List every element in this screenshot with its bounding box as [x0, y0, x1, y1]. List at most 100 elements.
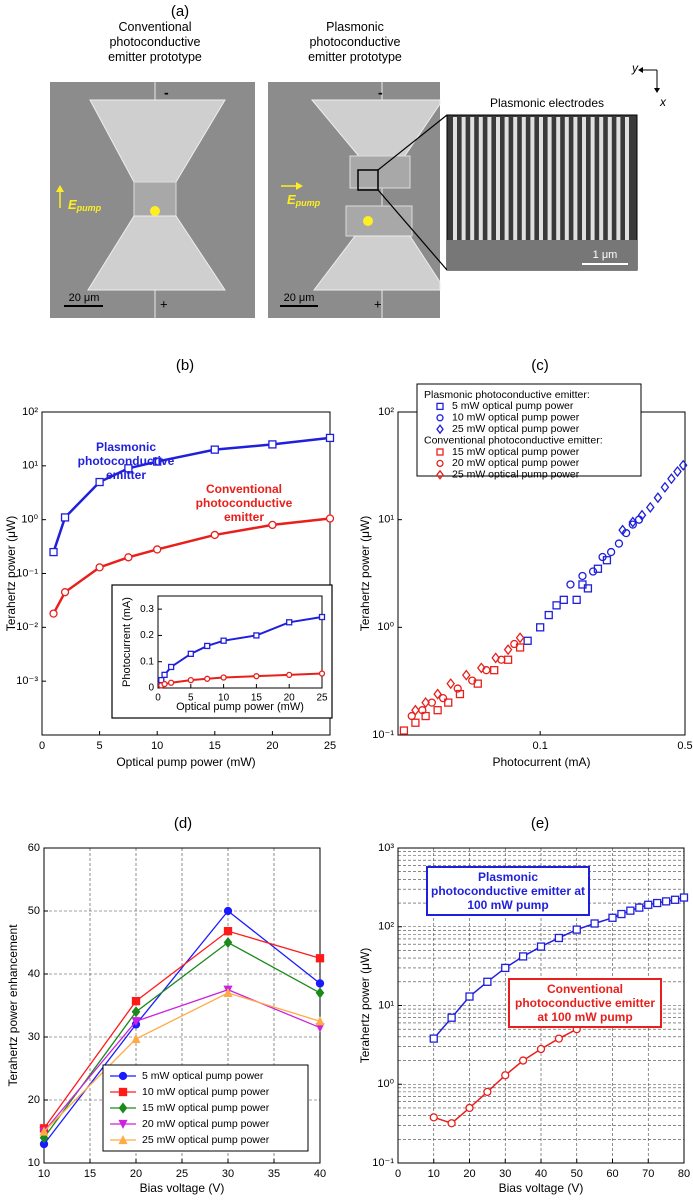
marker [653, 898, 662, 908]
marker [644, 900, 653, 909]
marker [268, 440, 277, 449]
panel-label: (b) [176, 357, 194, 374]
series-line [52, 436, 331, 553]
marker [421, 697, 430, 709]
marker [455, 689, 465, 699]
marker [515, 643, 525, 652]
marker [444, 698, 453, 707]
marker [429, 1034, 438, 1043]
y-tick-label: 10⁰ [377, 621, 394, 633]
marker [447, 1013, 456, 1022]
marker [220, 637, 227, 644]
marker [536, 1044, 546, 1054]
y-tick-label: 10¹ [22, 460, 38, 472]
y-axis-label: Terahertz power (μW) [358, 948, 372, 1064]
marker [60, 588, 70, 597]
marker [118, 1087, 128, 1097]
marker [510, 639, 519, 649]
marker [167, 679, 175, 686]
marker [670, 895, 680, 904]
marker [436, 414, 444, 422]
bowtie-top [310, 99, 441, 161]
marker [503, 644, 513, 656]
y-tick-label: 10⁻² [16, 621, 38, 633]
marker [204, 675, 211, 682]
marker [468, 676, 477, 685]
marker [187, 650, 194, 657]
marker [325, 433, 335, 443]
series-label: Plasmonic photoconductive emitter [77, 440, 175, 482]
x-tick-label: 0 [155, 693, 161, 704]
x-tick-label: 20 [266, 740, 278, 752]
axis-label: y [631, 61, 639, 75]
marker [446, 678, 456, 690]
marker [523, 636, 532, 645]
gap [349, 155, 411, 189]
x-tick-label: 0.1 [533, 740, 548, 752]
marker [153, 457, 162, 466]
legend-label: 15 mW optical pump power [142, 1102, 270, 1114]
y-tick-label: 0.3 [140, 604, 154, 615]
series-line [43, 989, 321, 1132]
x-tick-label: 10 [218, 693, 230, 704]
plot-frame [157, 595, 323, 689]
marker [679, 893, 689, 902]
x-tick-label: 0.5 [677, 740, 692, 752]
x-tick-label: 10 [38, 1168, 50, 1180]
series-label: Plasmonic photoconductive emitter at 100… [426, 866, 590, 916]
marker [161, 680, 168, 688]
marker [131, 1017, 141, 1027]
marker [253, 632, 260, 639]
arrow-head [56, 185, 64, 192]
marker [399, 726, 409, 735]
series-line [43, 930, 321, 1129]
marker [590, 919, 599, 928]
marker [286, 671, 293, 679]
gap [345, 205, 413, 237]
y-axis-label: Terahertz power (μW) [4, 516, 18, 632]
scale-bar-label: 20 μm [69, 292, 100, 304]
field-symbol: Epump [287, 192, 321, 208]
y-tick-label: 10² [22, 406, 38, 418]
marker [503, 655, 513, 664]
series-label: Conventional photoconductive emitter at … [508, 978, 662, 1028]
x-tick-label: 5 [188, 693, 194, 704]
marker [588, 567, 598, 576]
panel-label: (e) [531, 815, 549, 832]
zoom-box [357, 169, 379, 191]
marker [118, 1119, 128, 1129]
legend-label: 15 mW optical pump power [452, 446, 580, 458]
legend-heading: Plasmonic photoconductive emitter: [424, 389, 590, 401]
scale-bar-label: 20 μm [284, 292, 315, 304]
series-line [52, 517, 331, 615]
y-tick-label: 10² [378, 921, 394, 933]
marker [436, 459, 444, 468]
marker [552, 601, 561, 610]
marker [49, 609, 58, 618]
y-tick-label: 10 [28, 1157, 40, 1169]
marker [490, 666, 499, 675]
marker [95, 477, 104, 487]
marker [578, 571, 587, 581]
marker [268, 520, 277, 530]
legend-label: 5 mW optical pump power [142, 1070, 264, 1082]
marker [645, 501, 655, 513]
marker [210, 445, 219, 454]
field-symbol: E [68, 197, 77, 212]
x-tick-label: 60 [606, 1168, 618, 1180]
y-tick-label: 0.1 [140, 656, 154, 667]
y-tick-label: 10⁻¹ [16, 567, 38, 579]
marker [572, 595, 581, 604]
marker [436, 469, 444, 480]
marker [438, 693, 448, 703]
marker [572, 925, 581, 934]
marker [95, 563, 104, 572]
marker [447, 1119, 456, 1128]
marker [325, 514, 335, 523]
axis-label: x [659, 95, 667, 109]
x-tick-label: 10 [151, 740, 163, 752]
bowtie-bottom [87, 215, 226, 291]
legend-label: 25 mW optical pump power [142, 1134, 270, 1146]
